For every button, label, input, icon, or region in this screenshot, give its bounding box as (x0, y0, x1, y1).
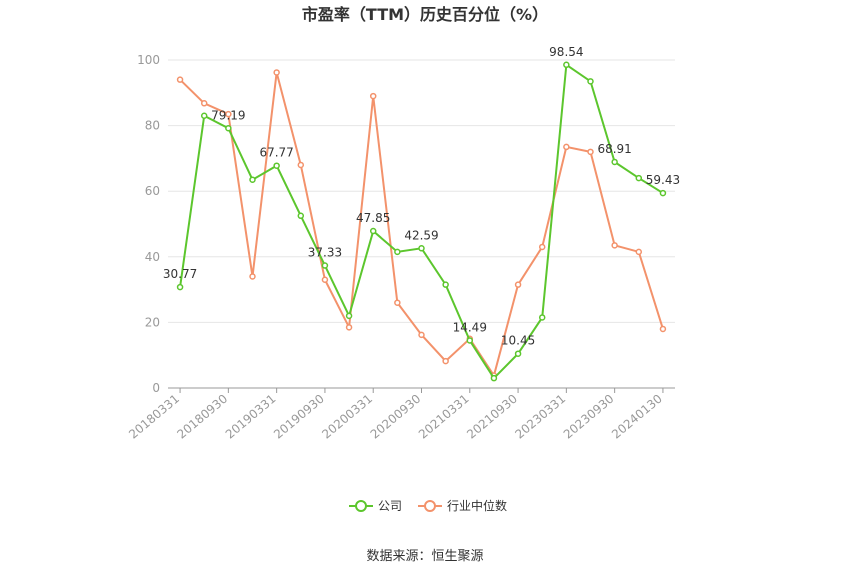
data-point (563, 143, 570, 151)
data-label: 37.33 (308, 246, 342, 260)
series-1 (176, 69, 667, 379)
data-point (442, 281, 449, 288)
data-point (369, 227, 377, 235)
chart-title: 市盈率（TTM）历史百分位（%） (302, 5, 548, 24)
y-tick-label: 80 (145, 119, 160, 133)
data-point (587, 78, 594, 85)
data-point (225, 125, 232, 132)
data-point (249, 273, 256, 280)
data-point (538, 314, 546, 321)
data-point (659, 325, 667, 333)
data-point (611, 242, 618, 249)
data-label: 47.85 (356, 211, 390, 225)
data-label: 14.49 (453, 320, 487, 334)
data-point (394, 248, 401, 256)
data-point (659, 189, 667, 197)
data-point (587, 148, 594, 156)
x-tick-label: 20230930 (561, 392, 617, 442)
data-point (273, 69, 280, 76)
data-point (249, 176, 256, 183)
legend-item-1[interactable]: 行业中位数 (418, 498, 507, 513)
series-line (179, 72, 664, 378)
x-tick-label: 20190331 (223, 392, 279, 442)
series-line (179, 63, 664, 380)
data-point (611, 158, 618, 166)
data-point (297, 212, 305, 220)
legend-label: 行业中位数 (447, 498, 507, 513)
legend-swatch-marker (424, 500, 436, 512)
data-point (490, 374, 498, 382)
x-tick-label: 20230331 (512, 392, 568, 442)
source-note: 数据来源：恒生聚源 (366, 549, 483, 564)
data-point (200, 112, 208, 120)
y-axis: 0 20 40 60 80 100 (137, 53, 160, 395)
legend-item-0[interactable]: 公司 (349, 499, 402, 513)
series-layer (176, 61, 667, 382)
x-tick-label: 20200331 (319, 392, 375, 442)
data-point (418, 331, 425, 339)
data-label: 79.19 (211, 108, 245, 122)
legend-swatch-marker (355, 500, 367, 512)
series-0 (176, 61, 667, 382)
data-point (369, 92, 377, 100)
data-point (418, 245, 425, 252)
legend[interactable]: 公司 行业中位数 (349, 498, 507, 513)
data-label: 59.43 (646, 173, 680, 187)
data-label: 98.54 (549, 45, 583, 59)
data-point (176, 283, 184, 291)
data-point (321, 276, 329, 284)
x-tick-label: 20200930 (368, 392, 424, 442)
data-label: 42.59 (404, 228, 438, 242)
data-point (514, 350, 522, 357)
x-tick-label: 20180331 (126, 392, 182, 442)
data-point (394, 299, 401, 306)
data-point (514, 281, 522, 288)
y-tick-label: 40 (145, 250, 160, 264)
x-tick-label: 20210930 (464, 392, 520, 442)
data-point (321, 262, 329, 269)
data-point (297, 161, 305, 169)
x-tick-label: 20240130 (609, 392, 665, 442)
y-tick-label: 100 (137, 53, 160, 67)
y-tick-label: 60 (145, 184, 160, 198)
x-tick-label: 20190930 (271, 392, 327, 442)
y-tick-label: 0 (152, 381, 160, 395)
data-point (225, 110, 232, 118)
data-label: 30.77 (163, 267, 197, 281)
data-point (563, 61, 570, 69)
x-tick-label: 20180930 (174, 392, 230, 442)
data-label: 68.91 (597, 142, 631, 156)
data-point (538, 243, 546, 251)
data-point (635, 248, 643, 256)
data-point (442, 357, 449, 365)
data-point (635, 174, 643, 182)
data-point (466, 337, 474, 344)
data-label: 67.77 (259, 146, 293, 160)
data-point (273, 162, 280, 169)
data-point (176, 76, 184, 83)
y-tick-label: 20 (145, 315, 160, 329)
x-axis: 2018033120180930201903312019093020200331… (126, 387, 675, 442)
grid-lines (168, 59, 675, 323)
data-point (200, 100, 208, 107)
data-point (345, 324, 353, 331)
x-tick-label: 20210331 (416, 392, 472, 442)
data-point (345, 312, 353, 320)
data-labels: 30.77 79.19 67.77 37.33 47.85 42.59 14.49 10.45… (163, 45, 680, 348)
data-label: 10.45 (501, 334, 535, 348)
legend-label: 公司 (378, 499, 402, 513)
